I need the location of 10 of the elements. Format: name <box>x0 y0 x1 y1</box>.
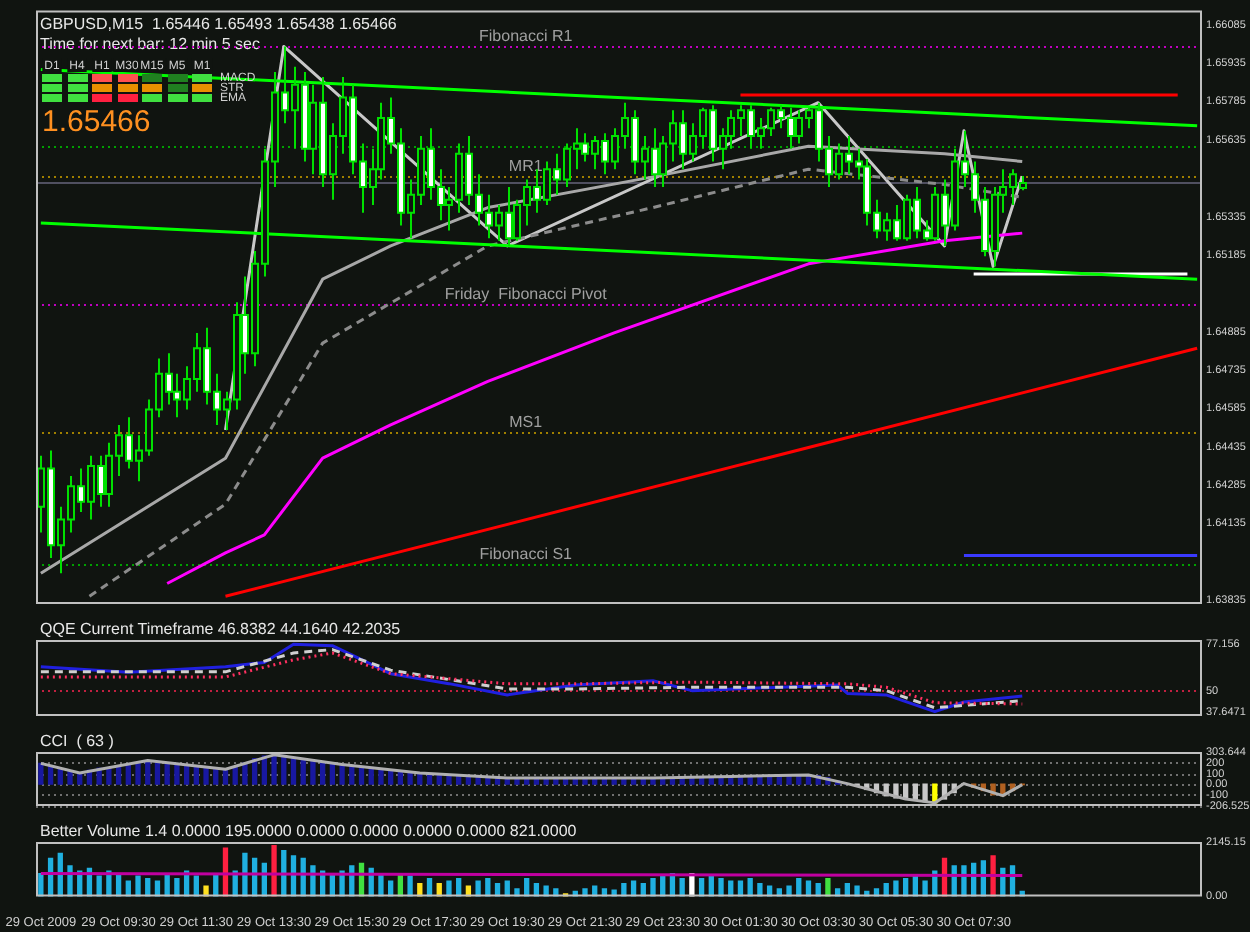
ref-line-label: MR1 <box>508 157 544 176</box>
chart-title: CCI ( 63 ) <box>40 732 115 751</box>
ref-line-label: Fibonacci S1 <box>479 545 574 564</box>
ref-line-label: MS1 <box>509 413 544 432</box>
ref-line-label: Friday Fibonacci Pivot <box>444 285 609 304</box>
chart-title: QQE Current Timeframe 46.8382 44.1640 42.2035 <box>40 620 402 639</box>
ref-line-label: Fibonacci R1 <box>479 27 574 46</box>
chart-title: Better Volume 1.4 0.0000 195.0000 0.0000 0.0000 0.0000 0.0000 821.0000 <box>40 822 578 841</box>
chart-title: GBPUSD,M15 1.65446 1.65493 1.65438 1.65466 <box>40 15 398 34</box>
annotation: 1.65466 <box>42 105 151 140</box>
